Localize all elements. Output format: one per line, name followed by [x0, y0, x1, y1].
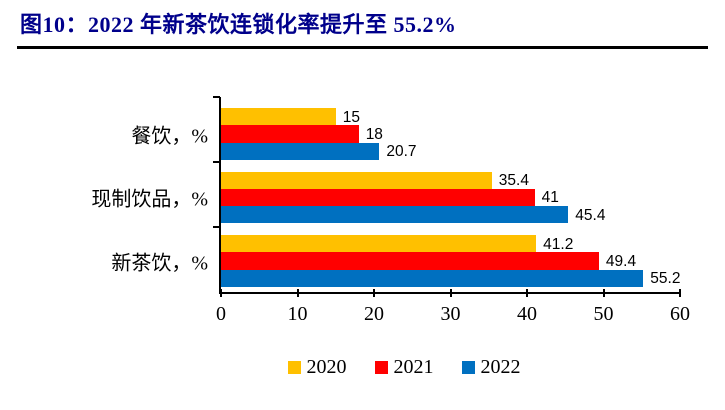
x-axis-tick — [602, 289, 605, 297]
chart-legend: 2020 2021 2022 — [83, 357, 725, 377]
figure-title: 图10：2022 年新茶饮连锁化率提升至 55.2% — [20, 12, 457, 37]
bar-2021 — [221, 252, 599, 270]
x-axis-tick — [526, 289, 528, 297]
bar-value-label: 15 — [342, 108, 360, 126]
legend-label: 2021 — [393, 356, 434, 378]
category-label: 现制饮品，% — [91, 188, 208, 211]
bar-value-label: 45.4 — [575, 206, 606, 224]
bar-2020 — [221, 108, 336, 126]
legend-item-2021: 2021 — [374, 356, 434, 378]
y-axis-tick — [213, 226, 220, 228]
bar-value-label: 35.4 — [498, 172, 529, 190]
bar-value-label: 55.2 — [650, 270, 681, 288]
category-label: 新茶饮，% — [111, 252, 208, 275]
bar-2020 — [221, 235, 537, 253]
x-axis-tick — [449, 289, 452, 297]
bar-2022 — [221, 206, 569, 224]
legend-item-2022: 2022 — [461, 356, 521, 378]
bar-2022 — [221, 269, 644, 287]
x-axis-tick — [679, 289, 681, 297]
bar-value-label: 20.7 — [386, 143, 417, 161]
x-axis-tick-label: 50 — [593, 303, 614, 325]
legend-item-2020: 2020 — [287, 356, 347, 378]
bar-2021 — [221, 188, 535, 207]
bar-value-label: 18 — [365, 125, 383, 143]
title-underline — [17, 46, 708, 49]
legend-marker — [461, 360, 475, 374]
x-axis-tick-label: 60 — [670, 303, 690, 325]
legend-marker — [287, 360, 301, 374]
bar-value-label: 41.2 — [543, 235, 574, 253]
legend-marker — [374, 360, 388, 374]
x-axis-tick-label: 0 — [216, 303, 226, 325]
y-axis-tick — [213, 96, 220, 98]
y-axis-line — [219, 97, 221, 294]
bar-value-label: 49.4 — [605, 252, 637, 270]
legend-label: 2020 — [306, 356, 347, 378]
legend-label: 2022 — [480, 356, 521, 378]
bar-2022 — [221, 142, 380, 160]
x-axis-tick-label: 30 — [440, 303, 461, 325]
category-label: 餐饮，% — [131, 125, 208, 148]
x-axis-tick — [296, 289, 299, 297]
x-axis-tick-label: 40 — [517, 303, 537, 325]
x-axis-tick-label: 10 — [287, 303, 308, 325]
bar-value-label: 41 — [541, 189, 559, 207]
x-axis-tick — [220, 289, 222, 297]
x-axis-tick — [373, 289, 375, 297]
x-axis-tick-label: 20 — [364, 303, 384, 325]
y-axis-tick — [213, 161, 220, 163]
bar-2020 — [221, 171, 492, 189]
bar-2021 — [221, 125, 359, 143]
